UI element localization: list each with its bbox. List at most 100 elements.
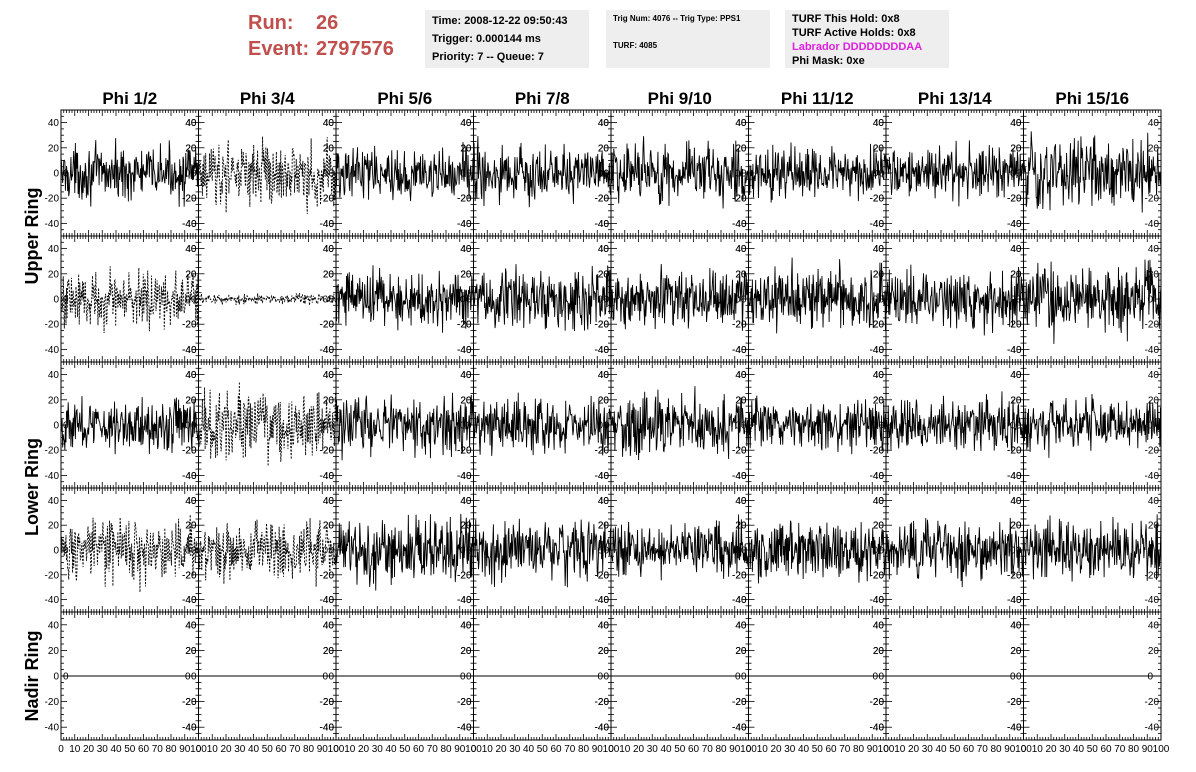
y-tick-label: 40 <box>873 118 885 129</box>
labrador-text: Labrador DDDDDDDDAA <box>792 41 923 53</box>
waveform-trace <box>1023 393 1162 458</box>
y-tick-label: 20 <box>735 395 747 406</box>
y-tick-label: 40 <box>1148 118 1160 129</box>
y-tick-label: 40 <box>48 244 60 255</box>
y-tick-label: -40 <box>595 471 610 482</box>
y-tick-label: 40 <box>873 496 885 507</box>
y-tick-label: -20 <box>732 446 747 457</box>
y-tick-label: -40 <box>1145 345 1160 356</box>
waveform-trace <box>1023 259 1162 344</box>
y-tick-label: -20 <box>1145 194 1160 205</box>
y-tick-label: 0 <box>460 169 466 180</box>
y-tick-label: -20 <box>320 194 335 205</box>
y-tick-label: -40 <box>595 595 610 606</box>
run-value: 26 <box>316 12 339 34</box>
y-tick-label: -40 <box>870 345 885 356</box>
run-label: Run: <box>248 12 294 34</box>
column-header: Phi 9/10 <box>648 89 712 108</box>
turf-hold-text: TURF This Hold: 0x8 <box>792 13 900 25</box>
y-tick-label: 20 <box>598 269 610 280</box>
y-tick-label: 20 <box>323 143 335 154</box>
y-tick-label: -20 <box>182 570 197 581</box>
time-info-box: Time: 2008-12-22 09:50:43 Trigger: 0.000… <box>425 10 589 68</box>
y-tick-label: -40 <box>1007 595 1022 606</box>
y-tick-label: 20 <box>323 521 335 532</box>
y-tick-label: -20 <box>320 320 335 331</box>
y-tick-label: 20 <box>873 521 885 532</box>
y-tick-label: 40 <box>735 496 747 507</box>
y-tick-label: -20 <box>732 320 747 331</box>
y-tick-label: -20 <box>870 446 885 457</box>
y-tick-label: 20 <box>185 143 197 154</box>
y-tick-label: -40 <box>457 471 472 482</box>
y-tick-label: 40 <box>873 118 885 129</box>
y-tick-label: 0 <box>466 295 472 306</box>
y-tick-label: 20 <box>873 143 885 154</box>
y-tick-label: 40 <box>598 118 610 129</box>
y-tick-label: 20 <box>323 395 335 406</box>
y-tick-label: 40 <box>735 370 747 381</box>
y-tick-label: -40 <box>732 219 747 230</box>
y-tick-label: -40 <box>457 345 472 356</box>
waveform-panel: -40 -20 0 20 40 0 -40 -20 20 40 <box>732 235 887 363</box>
waveform-trace <box>198 381 337 467</box>
y-tick-label: 20 <box>48 269 60 280</box>
y-tick-label: 20 <box>48 521 60 532</box>
y-tick-label: -40 <box>595 345 610 356</box>
y-tick-label: -40 <box>732 471 747 482</box>
y-tick-label: -40 <box>732 345 747 356</box>
column-header: Phi 7/8 <box>515 89 570 108</box>
y-tick-label: 20 <box>185 395 197 406</box>
y-tick-label: 20 <box>1148 143 1160 154</box>
y-tick-label: -40 <box>320 345 335 356</box>
column-header: Phi 3/4 <box>240 89 295 108</box>
y-tick-label: 40 <box>1148 370 1160 381</box>
trig-info-box: Trig Num: 4076 -- Trig Type: PPS1 TURF: … <box>606 10 770 68</box>
y-tick-label: -20 <box>732 194 747 205</box>
waveform-panel: -40 -20 0 20 40 0 -40 -20 20 40 <box>1007 487 1162 613</box>
y-tick-label: -20 <box>1007 446 1022 457</box>
y-tick-label: -40 <box>595 219 610 230</box>
y-tick-label: 20 <box>323 521 335 532</box>
waveform-panels: -40 -20 0 20 40 0 0 -40 -20 20 40 -40 -20 0 20 40 0 -40 -2… <box>45 109 1170 755</box>
y-tick-label: 20 <box>873 269 885 280</box>
y-tick-label: 20 <box>598 395 610 406</box>
y-tick-label: 0 <box>53 295 59 306</box>
y-tick-label: -20 <box>1145 320 1160 331</box>
trig-num-text: Trig Num: 4076 -- Trig Type: PPS1 <box>613 14 741 23</box>
y-tick-label: -40 <box>595 471 610 482</box>
y-tick-label: 0 <box>1010 546 1016 557</box>
y-tick-label: 0 <box>597 295 603 306</box>
y-tick-label: -20 <box>1007 570 1022 581</box>
y-tick-label: -40 <box>320 219 335 230</box>
waveform-trace <box>60 266 199 334</box>
y-tick-label: 0 <box>1016 295 1022 306</box>
y-tick-label: 20 <box>48 395 60 406</box>
y-tick-label: 0 <box>741 546 747 557</box>
y-tick-label: 40 <box>735 244 747 255</box>
y-tick-label: 0 <box>328 169 334 180</box>
y-tick-label: -40 <box>1145 219 1160 230</box>
waveform-panel: -40 -20 0 20 40 0 -40 -20 20 40 <box>870 235 1024 363</box>
waveform-trace <box>885 140 1024 207</box>
y-tick-label: 20 <box>598 395 610 406</box>
y-tick-label: 20 <box>735 269 747 280</box>
y-tick-label: 0 <box>328 421 334 432</box>
y-tick-label: 40 <box>185 370 197 381</box>
y-tick-label: -40 <box>870 595 885 606</box>
y-tick-label: -20 <box>182 446 197 457</box>
y-tick-label: -40 <box>182 219 197 230</box>
y-tick-label: -20 <box>457 446 472 457</box>
y-tick-label: -20 <box>870 320 885 331</box>
y-tick-label: -20 <box>732 446 747 457</box>
ring-label: Nadir Ring <box>22 630 42 721</box>
y-tick-label: 0 <box>53 421 59 432</box>
y-tick-label: -20 <box>457 194 472 205</box>
y-tick-label: 20 <box>735 269 747 280</box>
y-tick-label: 40 <box>873 244 885 255</box>
y-tick-label: 40 <box>598 370 610 381</box>
waveform-trace <box>885 517 1024 588</box>
y-tick-label: 40 <box>598 496 610 507</box>
y-tick-label: 40 <box>185 370 197 381</box>
